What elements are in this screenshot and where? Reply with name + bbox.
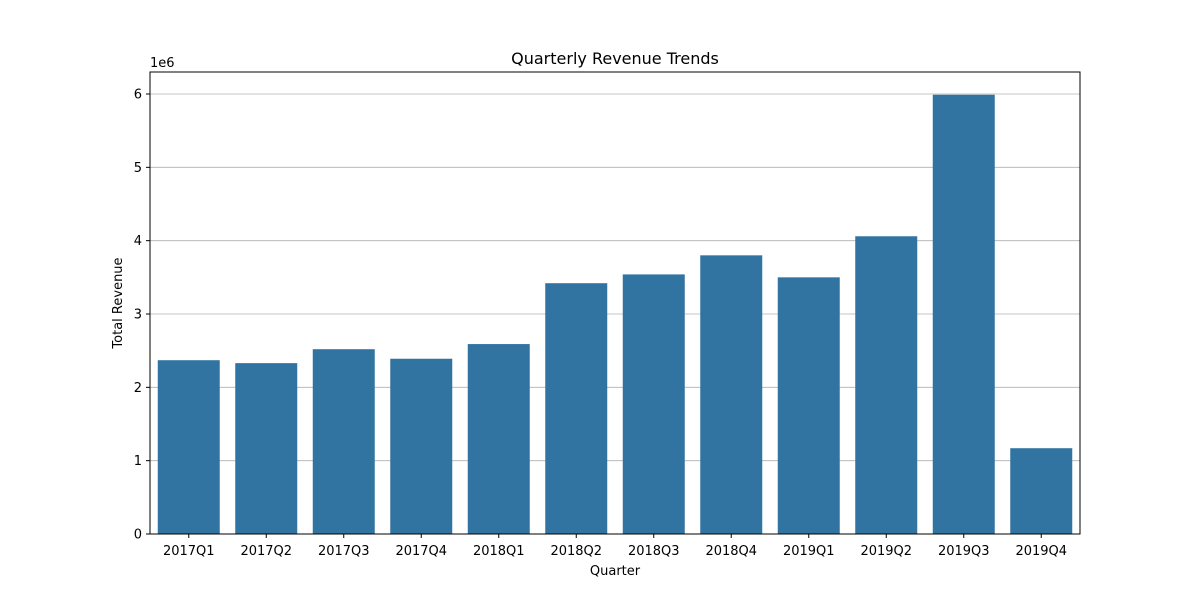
x-tick-label: 2019Q2 xyxy=(860,544,912,559)
x-tick-label: 2018Q1 xyxy=(473,544,525,559)
bar xyxy=(855,236,918,534)
y-tick-label: 5 xyxy=(134,161,142,176)
bar xyxy=(777,277,840,534)
bar xyxy=(700,255,763,535)
bar xyxy=(622,274,685,534)
bar xyxy=(467,344,530,534)
bar-layer xyxy=(157,94,1073,535)
chart-title: Quarterly Revenue Trends xyxy=(511,49,719,68)
axis-layer: 0 1 2 3 4 5 6 2017Q1 2017Q2 2017Q3 2017Q4 2018Q1 201… xyxy=(134,71,1081,559)
x-tick-label: 2017Q2 xyxy=(240,544,292,559)
y-axis-title: Total Revenue xyxy=(111,257,126,349)
bar xyxy=(390,358,453,534)
x-axis-title: Quarter xyxy=(590,564,641,579)
y-offset-label: 1e6 xyxy=(150,56,175,71)
bar xyxy=(157,360,220,534)
x-tick-label: 2017Q3 xyxy=(318,544,370,559)
x-tick-label: 2019Q3 xyxy=(938,544,990,559)
bar xyxy=(545,283,608,534)
y-tick-label: 6 xyxy=(134,88,142,103)
bar xyxy=(235,363,298,534)
x-tick-label: 2019Q4 xyxy=(1015,544,1067,559)
y-tick-label: 1 xyxy=(134,454,142,469)
x-tick-label: 2019Q1 xyxy=(783,544,835,559)
x-tick-label: 2018Q4 xyxy=(705,544,757,559)
x-tick-label: 2017Q4 xyxy=(395,544,447,559)
y-tick-label: 3 xyxy=(134,308,142,323)
x-tick-label: 2018Q2 xyxy=(550,544,602,559)
bar xyxy=(932,94,995,534)
grid-layer xyxy=(150,93,1080,462)
y-tick-label: 4 xyxy=(134,234,142,249)
x-tick-label: 2017Q1 xyxy=(163,544,215,559)
plot-frame xyxy=(149,71,1081,535)
y-tick-label: 2 xyxy=(134,381,142,396)
bar xyxy=(312,349,375,534)
bar xyxy=(1010,448,1073,534)
x-tick-label: 2018Q3 xyxy=(628,544,680,559)
y-tick-label: 0 xyxy=(134,528,142,543)
